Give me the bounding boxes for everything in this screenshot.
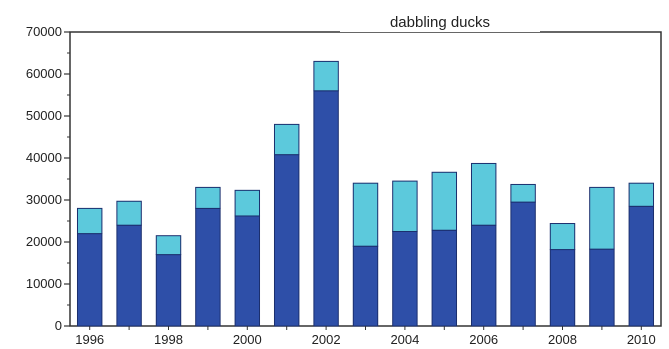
bar-lower-segment [116, 224, 142, 327]
bar-upper-segment [628, 182, 655, 207]
bar-upper-segment [234, 189, 261, 217]
y-tick-label: 60000 [26, 66, 62, 81]
y-tick-label: 20000 [26, 234, 62, 249]
bar-lower-segment [431, 229, 458, 327]
x-tick-label: 1998 [154, 332, 183, 347]
bar-lower-segment [589, 248, 615, 327]
bar-lower-segment [628, 205, 655, 327]
y-tick-label: 0 [55, 318, 62, 333]
x-tick-label: 2008 [548, 332, 577, 347]
bar-upper-segment [155, 235, 182, 256]
x-tick-label: 2006 [469, 332, 498, 347]
x-tick-label: 1996 [75, 332, 104, 347]
x-tick-label: 2010 [627, 332, 656, 347]
x-tick-label: 2004 [390, 332, 419, 347]
bar-lower-segment [352, 245, 379, 327]
x-axis: 1996 1998 2000 2002 2004 2006 2008 2010 [75, 326, 656, 347]
bar-upper-segment [431, 171, 458, 231]
bar-upper-segment [313, 60, 339, 92]
bar-upper-segment [470, 162, 497, 226]
bar-lower-segment [195, 207, 221, 327]
bar-lower-segment [549, 249, 576, 327]
bar-lower-segment [76, 233, 103, 327]
bar-lower-segment [470, 224, 497, 327]
bar-upper-segment [76, 207, 103, 235]
y-tick-label: 70000 [26, 24, 62, 39]
bar-lower-segment [273, 154, 300, 327]
y-tick-label: 40000 [26, 150, 62, 165]
y-tick-label: 50000 [26, 108, 62, 123]
chart-title: dabbling ducks [390, 14, 490, 31]
bar-upper-segment [195, 186, 221, 209]
title-background [340, 8, 540, 32]
bar-upper-segment [549, 223, 576, 251]
y-tick-label: 10000 [26, 276, 62, 291]
bar-upper-segment [273, 123, 300, 156]
bar-upper-segment [589, 186, 615, 250]
bar-upper-segment [116, 200, 142, 226]
bar-lower-segment [510, 201, 536, 327]
bar-group [76, 60, 655, 327]
x-tick-label: 2000 [233, 332, 262, 347]
x-tick-label: 2002 [312, 332, 341, 347]
bar-upper-segment [352, 182, 379, 247]
bar-lower-segment [313, 90, 339, 327]
bar-upper-segment [510, 183, 536, 203]
bar-upper-segment [392, 180, 418, 233]
y-axis: 0 10000 20000 30000 40000 50000 60000 70000 [26, 24, 70, 333]
bar-lower-segment [392, 231, 418, 327]
bar-lower-segment [234, 215, 261, 327]
bar-lower-segment [155, 254, 182, 327]
y-tick-label: 30000 [26, 192, 62, 207]
